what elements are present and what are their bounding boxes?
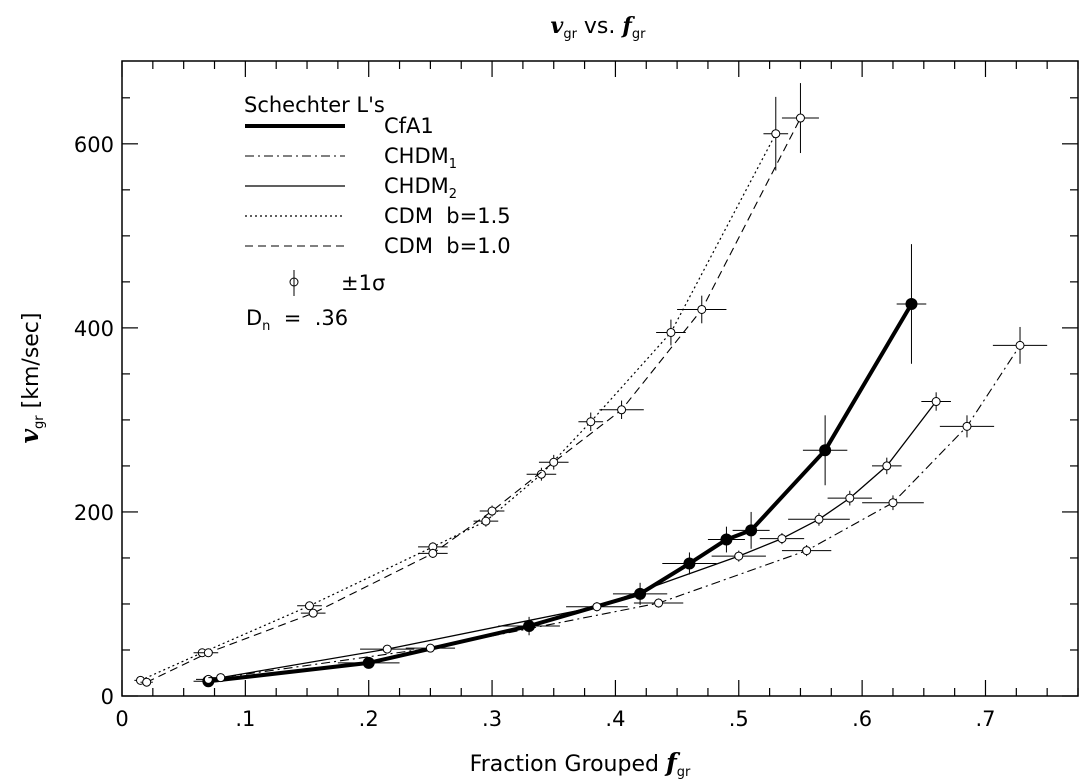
data-point	[481, 516, 491, 526]
data-point	[697, 304, 707, 314]
data-point	[216, 673, 226, 683]
x-tick-label: .5	[729, 707, 749, 731]
series-line-CDM10	[146, 117, 801, 683]
legend-annotation: Dn = .36	[246, 306, 348, 334]
legend-entry-CHDM2: CHDM2	[245, 174, 457, 202]
legend-label: CDM b=1.5	[384, 204, 511, 228]
series-CHDM2	[208, 392, 951, 683]
legend-errorbar-sample	[289, 270, 299, 296]
data-point	[487, 506, 497, 516]
y-tick-label: 0	[101, 685, 114, 709]
series-CDM15	[134, 96, 789, 685]
x-tick-label: 0	[115, 707, 128, 731]
data-point	[666, 327, 676, 337]
y-axis-label: vgr [km/sec]	[15, 313, 47, 444]
legend-label: CHDM2	[384, 174, 457, 202]
data-point	[142, 677, 152, 687]
y-tick-label: 400	[74, 317, 114, 341]
legend-label: CDM b=1.0	[384, 234, 511, 258]
data-point	[523, 620, 536, 633]
y-tick-label: 600	[74, 133, 114, 157]
data-point	[795, 113, 805, 123]
data-point	[683, 557, 696, 570]
data-point	[888, 498, 898, 508]
x-tick-label: .1	[235, 707, 255, 731]
data-point	[203, 648, 213, 658]
legend-title: Schechter L's	[244, 93, 385, 117]
data-point	[203, 674, 213, 684]
data-point	[819, 444, 832, 457]
data-point	[802, 546, 812, 556]
data-point	[536, 469, 546, 479]
data-point	[745, 524, 758, 537]
data-point	[962, 421, 972, 431]
axis-ticks	[121, 61, 1079, 697]
x-tick-label: .3	[482, 707, 502, 731]
x-tick-labels: 0 .1 .2 .3 .4 .5 .6 .7	[115, 707, 995, 731]
legend-entry-CDM10: CDM b=1.0	[245, 234, 511, 258]
data-point	[382, 644, 392, 654]
y-tick-labels: 0 200 400 600	[74, 133, 114, 709]
data-point	[814, 514, 824, 524]
x-tick-label: .4	[605, 707, 625, 731]
data-point	[617, 405, 627, 415]
data-point	[845, 493, 855, 503]
chart-title: vgr vs. fgr	[551, 13, 647, 42]
legend-entry-CHDM1: CHDM1	[245, 144, 457, 172]
data-point	[592, 602, 602, 612]
data-point	[771, 129, 781, 139]
legend-entry-CfA1: CfA1	[245, 114, 434, 138]
data-point	[549, 457, 559, 467]
legend-errorbar-label: ±1σ	[341, 271, 385, 295]
data-point	[1015, 340, 1025, 350]
series-line-CfA1	[208, 302, 914, 684]
data-point	[931, 397, 941, 407]
legend-entry-CDM15: CDM b=1.5	[245, 204, 511, 228]
series-CDM10	[140, 83, 819, 687]
legend-label: CfA1	[384, 114, 434, 138]
data-point	[882, 461, 892, 471]
data-point	[425, 643, 435, 653]
data-point	[428, 548, 438, 558]
data-point	[720, 533, 733, 546]
legend-label: CHDM1	[384, 144, 457, 172]
x-tick-label: .6	[852, 707, 872, 731]
data-point	[734, 551, 744, 561]
data-point	[308, 608, 318, 618]
data-point	[362, 656, 375, 669]
data-point	[304, 601, 314, 611]
x-axis-label: Fraction Grouped fgr	[470, 748, 691, 780]
data-point	[905, 297, 918, 310]
x-tick-label: .2	[359, 707, 379, 731]
plot-area	[121, 60, 1079, 697]
x-tick-label: .7	[975, 707, 995, 731]
series-layer	[134, 83, 1048, 688]
data-point	[586, 417, 596, 427]
y-tick-label: 200	[74, 501, 114, 525]
data-point	[654, 598, 664, 608]
series-CHDM1	[196, 326, 1048, 684]
data-point	[777, 534, 787, 544]
